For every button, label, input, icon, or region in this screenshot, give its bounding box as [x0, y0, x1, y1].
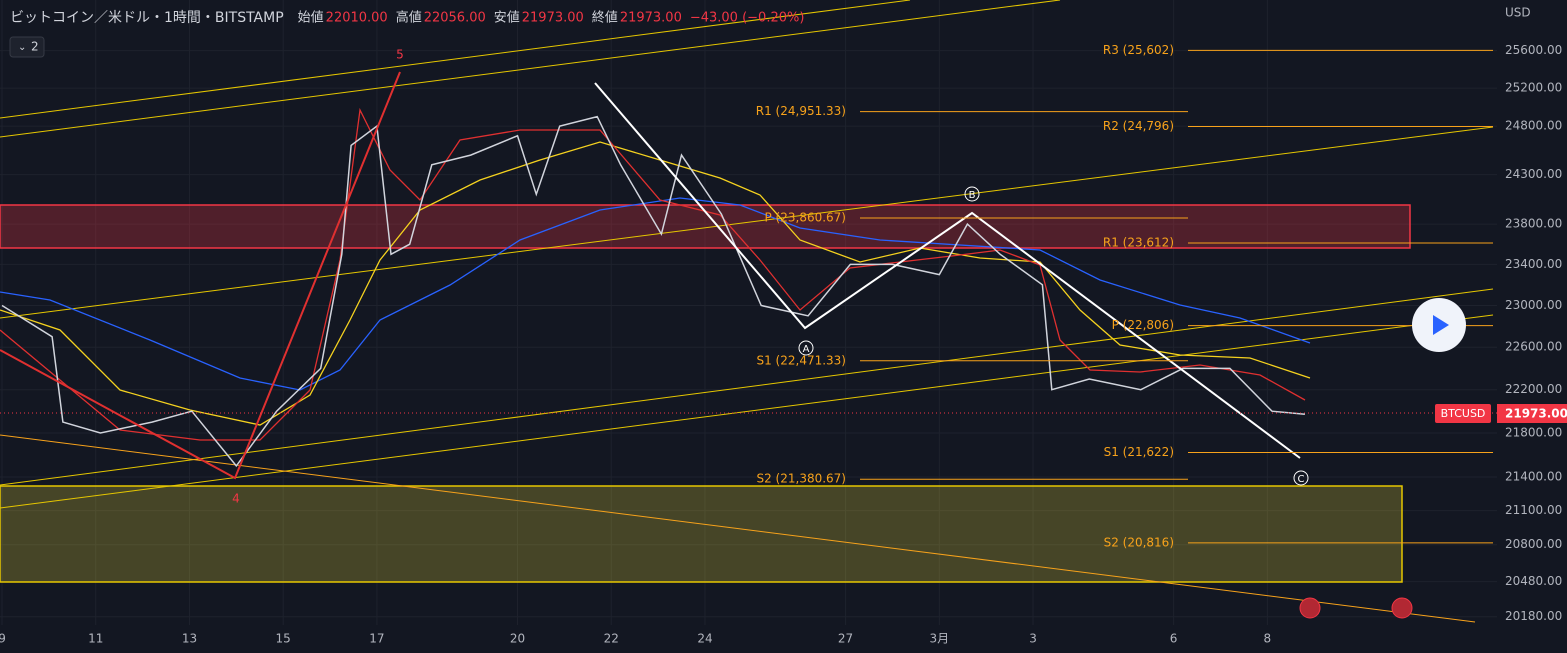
price-series	[1, 115, 1305, 468]
events	[1299, 597, 1413, 619]
price-tag	[1497, 404, 1567, 423]
price-tag-label: 21973.00	[1505, 407, 1567, 421]
toggle-icon: ⌄	[18, 42, 26, 53]
symbol-title: ビットコイン／米ドル・1時間・BITSTAMP	[10, 10, 284, 26]
wave-label: B	[969, 190, 976, 201]
pivot-label: P (22,806)	[1112, 318, 1174, 332]
change-value: −43.00 (−0.20%)	[690, 11, 805, 26]
channel-line	[0, 288, 1494, 486]
pivot-label: S2 (21,380.67)	[756, 472, 846, 486]
ohlc-name: 高値	[396, 10, 422, 26]
ohlc-name: 始値	[298, 10, 324, 26]
x-tick-label: 11	[88, 632, 103, 646]
ohlc-value: 21973.00	[522, 11, 584, 26]
pivot-label: R3 (25,602)	[1103, 43, 1174, 57]
pivot-label: R1 (23,612)	[1103, 235, 1174, 249]
x-tick-label: 24	[697, 632, 712, 646]
pivot-label: S1 (22,471.33)	[756, 353, 846, 367]
wave-label: A	[803, 344, 810, 355]
x-tick-label: 22	[604, 632, 619, 646]
x-tick-label: 15	[276, 632, 291, 646]
support-zone	[0, 485, 1403, 583]
wave-circle	[964, 186, 980, 202]
event-icon[interactable]	[1299, 597, 1321, 619]
y-tick-label: 20480.00	[1505, 574, 1562, 588]
correction-wave-line	[594, 82, 1301, 459]
impulse-wave-line	[0, 71, 401, 480]
indicator-count: 2	[31, 40, 39, 54]
ohlc-name: 安値	[494, 10, 520, 26]
event-icon[interactable]	[1391, 597, 1413, 619]
wave-label: 5	[396, 48, 404, 62]
x-tick-label: 20	[510, 632, 525, 646]
moving-average-red	[0, 107, 1306, 441]
pivot-label: R2 (24,796)	[1103, 119, 1174, 133]
pivot-label: S2 (20,816)	[1104, 535, 1174, 549]
header: ビットコイン／米ドル・1時間・BITSTAMP 始値 22010.00 高値 2205…	[10, 10, 804, 27]
time-axis	[0, 625, 1497, 653]
channel-line	[0, 314, 1494, 509]
pivot-label: S1 (21,622)	[1104, 445, 1174, 459]
y-tick-label: 20800.00	[1505, 537, 1562, 551]
wave-label: C	[1298, 474, 1305, 485]
x-tick-label: 6	[1170, 632, 1178, 646]
ohlc-name: 終値	[592, 10, 618, 26]
ohlc-value: 22056.00	[424, 11, 486, 26]
x-tick-label: 3月	[929, 632, 949, 646]
x-tick-label: 13	[182, 632, 197, 646]
play-icon	[1433, 315, 1449, 335]
symbol-tag	[1435, 404, 1491, 423]
ohlc-value: 21973.00	[620, 11, 682, 26]
y-tick-label: 23800.00	[1505, 217, 1562, 231]
channel-line	[0, 126, 1494, 319]
y-tick-label: 21400.00	[1505, 470, 1562, 484]
currency-label: USD	[1505, 6, 1531, 20]
x-tick-label: 9	[0, 632, 6, 646]
pivot-levels: R1 (24,951.33) P (23,860.67) S1 (22,471.33…	[756, 43, 1493, 549]
pivot-label: R1 (24,951.33)	[756, 104, 846, 118]
indicator-toggle[interactable]	[9, 36, 45, 58]
y-tick-label: 23000.00	[1505, 298, 1562, 312]
price-line	[1, 115, 1305, 468]
channel-lines	[0, 0, 1494, 509]
ohlc-value: 22010.00	[326, 11, 388, 26]
x-tick-label: 3	[1029, 632, 1037, 646]
channel-line	[0, 0, 911, 119]
grid	[0, 0, 1497, 625]
wave-circle	[798, 340, 814, 356]
y-tick-label: 24800.00	[1505, 119, 1562, 133]
wave-label: 4	[232, 492, 240, 506]
y-tick-label: 24300.00	[1505, 167, 1562, 181]
y-tick-label: 22200.00	[1505, 382, 1562, 396]
x-tick-label: 27	[838, 632, 853, 646]
moving-average-blue	[0, 197, 1311, 391]
price-axis	[1497, 0, 1567, 653]
y-tick-label: 23400.00	[1505, 257, 1562, 271]
y-tick-label: 25600.00	[1505, 43, 1562, 57]
trend-line	[0, 434, 1476, 623]
channel-line	[0, 0, 1061, 138]
x-tick-label: 17	[369, 632, 384, 646]
y-tick-label: 25200.00	[1505, 81, 1562, 95]
y-tick-label: 20180.00	[1505, 609, 1562, 623]
pivot-label: P (23,860.67)	[765, 211, 847, 225]
y-tick-label: 22600.00	[1505, 340, 1562, 354]
axes: 25600.00 25200.00 24800.00 24300.00 23800.00…	[0, 43, 1562, 645]
y-tick-label: 21800.00	[1505, 425, 1562, 439]
x-tick-label: 8	[1264, 632, 1272, 646]
y-tick-label: 21100.00	[1505, 503, 1562, 517]
symbol-tag-label: BTCUSD	[1441, 407, 1486, 420]
wave-circle	[1293, 470, 1309, 486]
